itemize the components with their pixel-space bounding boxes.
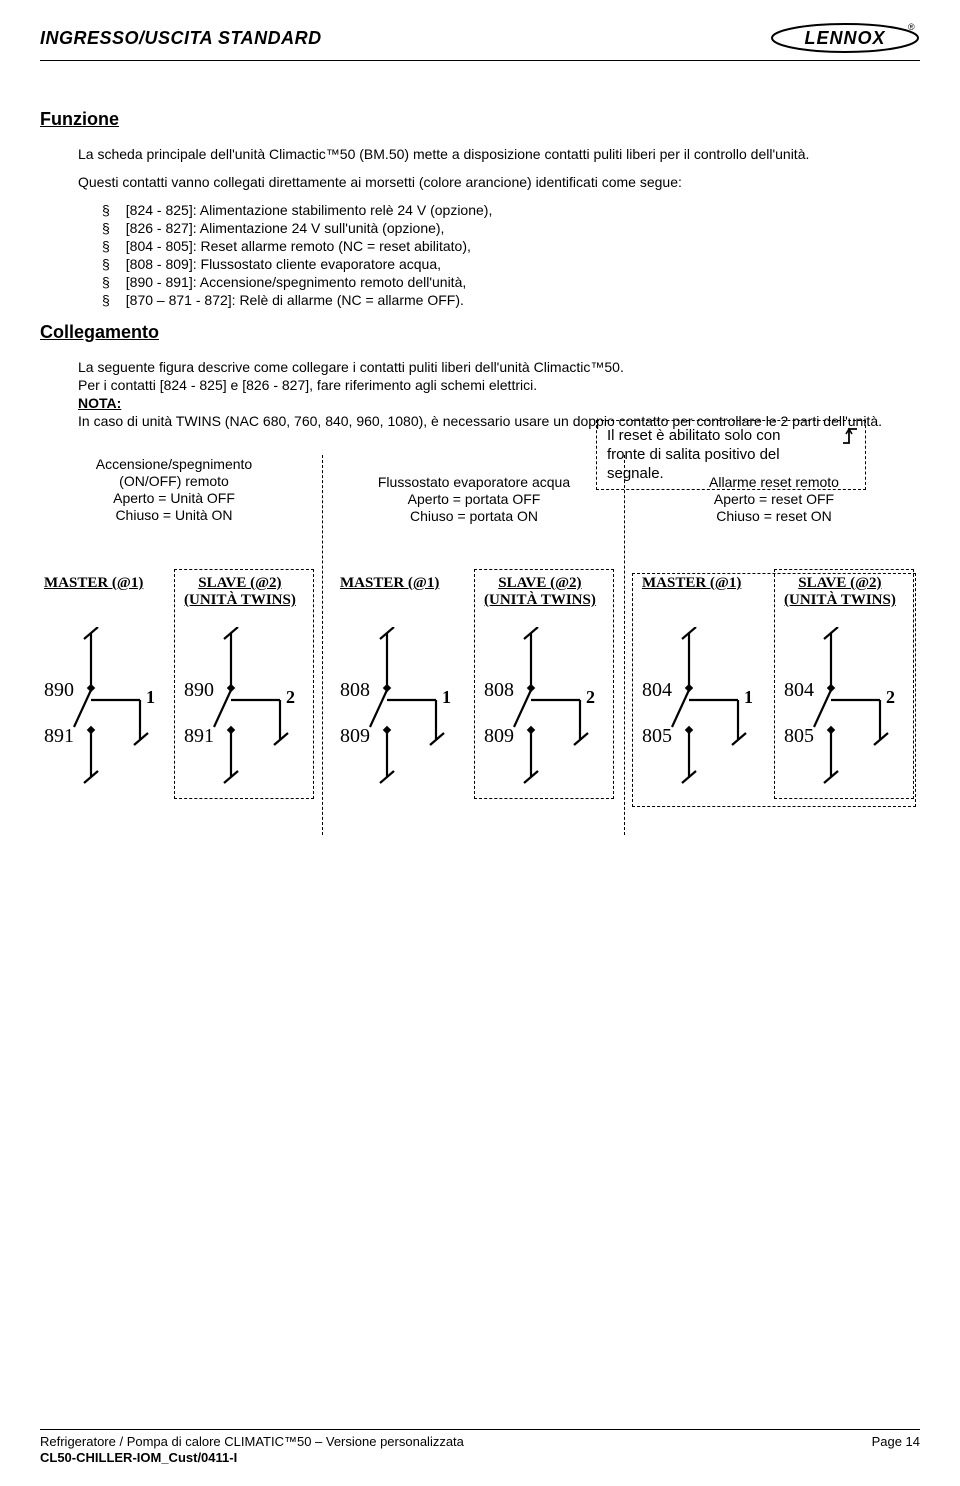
note-label: NOTA:: [78, 395, 121, 411]
contact-slave-1: 890 891 2: [184, 627, 314, 807]
bullet-list: [824 - 825]: Alimentazione stabilimento …: [102, 202, 920, 308]
svg-text:®: ®: [908, 22, 915, 32]
bullet-item: [826 - 827]: Alimentazione 24 V sull'uni…: [102, 220, 920, 236]
footer-line2: CL50-CHILLER-IOM_Cust/0411-I: [40, 1450, 237, 1465]
section-funzione-title: Funzione: [40, 109, 920, 130]
funzione-p1: La scheda principale dell'unità Climacti…: [78, 146, 920, 162]
collegamento-p1: La seguente figura descrive come collega…: [78, 359, 920, 375]
slave-label: SLAVE (@2) (UNITÀ TWINS): [484, 575, 596, 609]
wiring-diagram: Accensione/spegnimento (ON/OFF) remoto A…: [44, 455, 920, 817]
page-header: INGRESSO/USCITA STANDARD LENNOX ®: [40, 22, 920, 61]
collegamento-p2: Per i contatti [824 - 825] e [826 - 827]…: [78, 377, 920, 393]
contact-master-2: 808 809 1: [340, 627, 470, 807]
footer-line1: Refrigeratore / Pompa di calore CLIMATIC…: [40, 1434, 464, 1449]
contact-master-1: 890 891 1: [44, 627, 174, 807]
col1-header: Accensione/spegnimento (ON/OFF) remoto A…: [44, 455, 304, 524]
bullet-item: [808 - 809]: Flussostato cliente evapora…: [102, 256, 920, 272]
section-collegamento-title: Collegamento: [40, 322, 920, 343]
bullet-item: [870 – 871 - 872]: Relè di allarme (NC =…: [102, 292, 920, 308]
bullet-item: [804 - 805]: Reset allarme remoto (NC = …: [102, 238, 920, 254]
brand-logo: LENNOX ®: [770, 22, 920, 54]
master-label: MASTER (@1): [44, 575, 143, 592]
bullet-item: [890 - 891]: Accensione/spegnimento remo…: [102, 274, 920, 290]
funzione-p2: Questi contatti vanno collegati direttam…: [78, 174, 920, 190]
bullet-item: [824 - 825]: Alimentazione stabilimento …: [102, 202, 920, 218]
master-label: MASTER (@1): [340, 575, 439, 592]
page-number: Page 14: [872, 1434, 920, 1467]
col2-header: Flussostato evaporatore acqua Aperto = p…: [344, 473, 604, 525]
contact-slave-2: 808 809 2: [484, 627, 614, 807]
reset-note-box: Il reset è abilitato solo con fronte di …: [596, 420, 866, 490]
slave-label: SLAVE (@2) (UNITÀ TWINS): [184, 575, 296, 609]
reset-group-box: [632, 573, 916, 807]
page-title: INGRESSO/USCITA STANDARD: [40, 28, 322, 49]
brand-text: LENNOX: [804, 28, 885, 48]
page-footer: Refrigeratore / Pompa di calore CLIMATIC…: [40, 1429, 920, 1467]
rising-edge-icon: [841, 425, 859, 447]
